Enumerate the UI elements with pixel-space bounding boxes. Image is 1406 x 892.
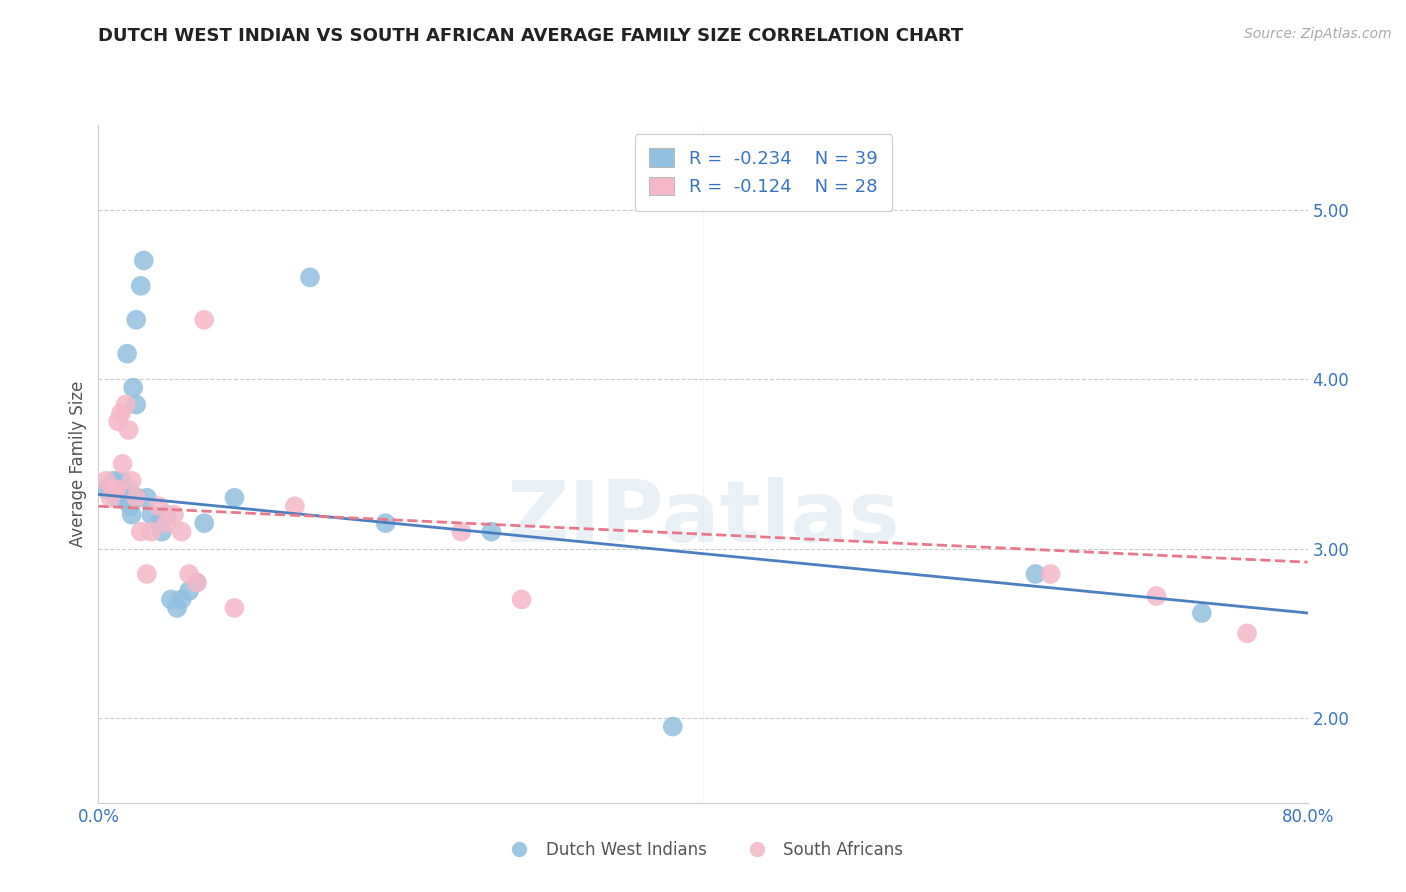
Point [103, 474, 125, 488]
Point [224, 601, 246, 615]
Point [166, 601, 188, 615]
Point [94, 482, 117, 496]
Point [481, 524, 503, 539]
Point [1039, 567, 1062, 582]
Point [1024, 567, 1046, 582]
Point [284, 500, 307, 514]
Point [170, 592, 193, 607]
Point [114, 491, 136, 505]
Point [374, 516, 396, 530]
Point [107, 415, 129, 429]
Point [141, 524, 163, 539]
Point [100, 491, 122, 505]
Point [132, 253, 155, 268]
Point [163, 508, 186, 522]
Text: Source: ZipAtlas.com: Source: ZipAtlas.com [1244, 27, 1392, 41]
Point [107, 482, 129, 496]
Point [129, 279, 152, 293]
Point [135, 567, 157, 582]
Point [155, 516, 177, 530]
Point [105, 482, 128, 496]
Point [118, 491, 141, 505]
Point [224, 491, 246, 505]
Point [1144, 589, 1167, 603]
Point [112, 491, 135, 505]
Point [103, 482, 125, 496]
Point [129, 524, 152, 539]
Point [115, 347, 138, 361]
Point [148, 516, 170, 530]
Point [118, 482, 141, 496]
Point [1236, 626, 1258, 640]
Legend: Dutch West Indians, South Africans: Dutch West Indians, South Africans [496, 835, 910, 866]
Point [121, 508, 143, 522]
Point [110, 474, 132, 488]
Y-axis label: Average Family Size: Average Family Size [69, 381, 87, 547]
Point [127, 491, 149, 505]
Point [121, 474, 143, 488]
Point [114, 398, 136, 412]
Point [179, 567, 201, 582]
Point [179, 584, 201, 599]
Point [193, 313, 215, 327]
Point [186, 575, 208, 590]
Point [125, 398, 148, 412]
Point [186, 575, 208, 590]
Point [100, 482, 122, 496]
Point [111, 457, 134, 471]
Point [125, 491, 148, 505]
Point [110, 482, 132, 496]
Point [120, 500, 142, 514]
Point [118, 423, 141, 437]
Point [135, 491, 157, 505]
Point [170, 524, 193, 539]
Point [94, 474, 117, 488]
Point [125, 313, 148, 327]
Point [110, 406, 132, 420]
Text: DUTCH WEST INDIAN VS SOUTH AFRICAN AVERAGE FAMILY SIZE CORRELATION CHART: DUTCH WEST INDIAN VS SOUTH AFRICAN AVERA… [98, 27, 963, 45]
Point [111, 482, 134, 496]
Point [160, 592, 183, 607]
Text: ZIPatlas: ZIPatlas [506, 476, 900, 559]
Point [510, 592, 533, 607]
Point [450, 524, 472, 539]
Point [141, 508, 163, 522]
Point [150, 524, 173, 539]
Point [155, 508, 177, 522]
Point [193, 516, 215, 530]
Point [122, 380, 145, 394]
Point [105, 491, 128, 505]
Point [1191, 606, 1213, 620]
Point [148, 500, 170, 514]
Legend: R =  -0.234    N = 39, R =  -0.124    N = 28: R = -0.234 N = 39, R = -0.124 N = 28 [634, 134, 893, 211]
Point [662, 719, 685, 733]
Point [299, 270, 322, 285]
